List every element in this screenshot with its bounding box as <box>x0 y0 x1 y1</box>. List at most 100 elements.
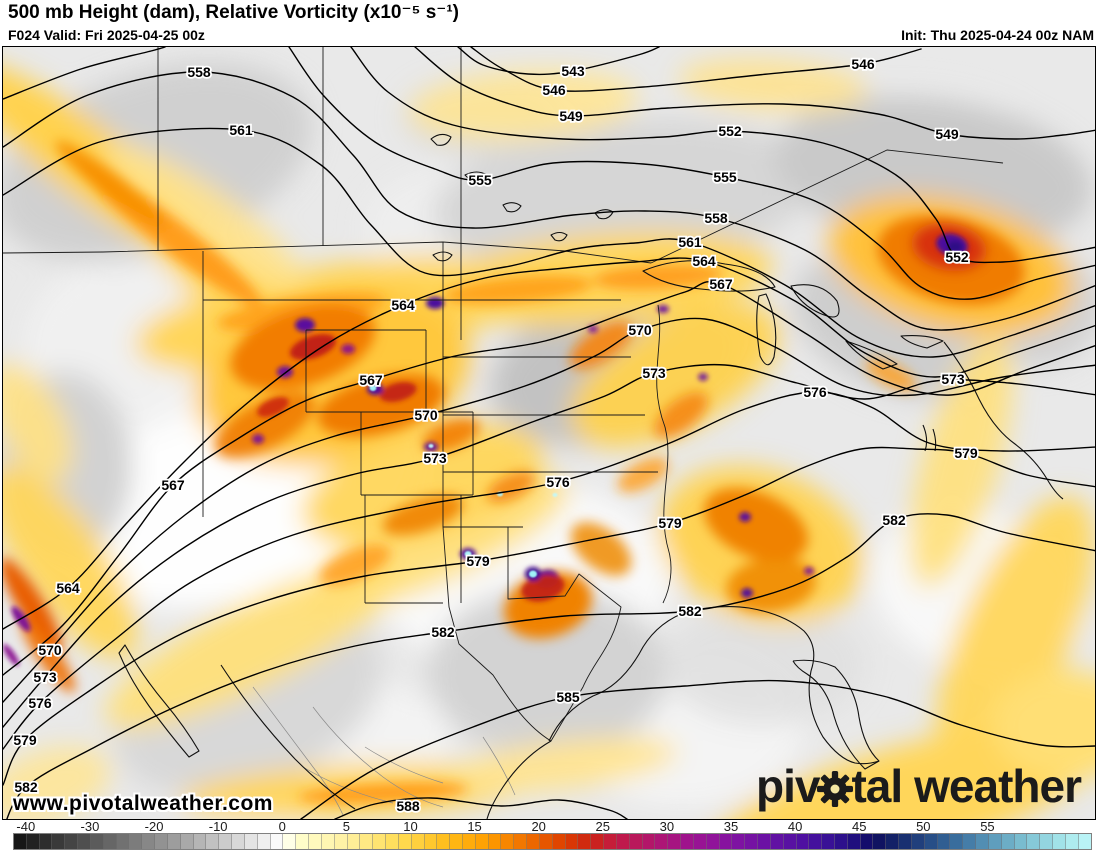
coastlines-lakes <box>118 133 1064 819</box>
svg-text:585: 585 <box>556 689 580 705</box>
colorbar-cell <box>39 834 53 849</box>
svg-text:582: 582 <box>882 512 906 528</box>
colorbar-cell <box>924 834 938 849</box>
colorbar-tick: 15 <box>467 819 482 834</box>
height-contour-555 <box>288 47 1095 300</box>
svg-text:570: 570 <box>414 407 438 423</box>
colorbar-cell <box>976 834 989 849</box>
svg-text:549: 549 <box>935 126 959 142</box>
colorbar-cell <box>309 834 322 849</box>
colorbar-cell <box>539 834 553 849</box>
svg-text:558: 558 <box>187 64 211 80</box>
svg-text:573: 573 <box>33 669 57 685</box>
colorbar-cell <box>629 834 643 849</box>
watermark-url: www.pivotalweather.com <box>13 792 273 815</box>
colorbar-cell <box>886 834 900 849</box>
mexico-state-borders <box>252 686 516 816</box>
colorbar-cell <box>475 834 489 849</box>
svg-text:555: 555 <box>713 169 737 185</box>
colorbar-cell <box>296 834 310 849</box>
colorbar-tick: -20 <box>144 819 164 834</box>
svg-text:576: 576 <box>28 695 52 711</box>
state-borders <box>3 47 1004 742</box>
colorbar-tick: -40 <box>16 819 36 834</box>
colorbar-cell <box>501 834 515 849</box>
colorbar-cell <box>642 834 656 849</box>
height-contour-582 <box>6 513 1095 819</box>
colorbar-cell <box>565 834 579 849</box>
colorbar-tick: 40 <box>787 819 803 834</box>
height-contours <box>3 47 1095 819</box>
colorbar-cell <box>398 834 412 849</box>
colorbar-cell <box>129 834 143 849</box>
logo-text-piv: piv <box>755 760 820 812</box>
colorbar-cell <box>847 834 861 849</box>
svg-text:558: 558 <box>704 210 728 226</box>
svg-text:573: 573 <box>941 371 965 387</box>
colorbar-cell <box>103 834 117 849</box>
colorbar-cell <box>514 834 528 849</box>
colorbar-cell <box>783 834 797 849</box>
svg-text:555: 555 <box>468 172 492 188</box>
colorbar-cell <box>706 834 720 849</box>
svg-text:567: 567 <box>359 372 383 388</box>
svg-text:543: 543 <box>561 63 585 79</box>
svg-text:549: 549 <box>559 108 583 124</box>
colorbar-cell <box>424 834 438 849</box>
height-contour-579 <box>3 446 1095 786</box>
height-contour-558 <box>3 71 1095 331</box>
colorbar-tick-labels: -40 -30 -20 -10 0 5 10 15 20 25 30 35 40 45 50 55 <box>0 819 1100 834</box>
height-contour-588 <box>334 797 628 819</box>
weather-map-canvas: 543 546 546 549 549 552 552 555 555 558 558 561 561 5… <box>2 46 1096 820</box>
colorbar-cell <box>655 834 669 849</box>
vorticity-colorbar: -40 -30 -20 -10 0 5 10 15 20 25 30 35 40 45 50 55 <box>0 819 1100 850</box>
colorbar-cell <box>450 834 463 849</box>
colorbar-cell <box>1027 834 1041 849</box>
colorbar-tick: 55 <box>980 819 995 834</box>
colorbar-tick: 50 <box>916 819 931 834</box>
svg-text:567: 567 <box>709 276 733 292</box>
colorbar-cell <box>167 834 181 849</box>
colorbar-cell <box>90 834 104 849</box>
gear-icon <box>817 771 854 807</box>
svg-text:579: 579 <box>466 553 490 569</box>
colorbar-cell <box>552 834 566 849</box>
svg-text:546: 546 <box>851 56 875 72</box>
svg-text:552: 552 <box>718 123 742 139</box>
logo-text-tal: tal <box>851 760 903 812</box>
colorbar-tick: 25 <box>595 819 611 834</box>
colorbar-cell <box>693 834 707 849</box>
colorbar-cell <box>270 834 284 849</box>
colorbar-cell <box>835 834 848 849</box>
colorbar-cell <box>488 834 502 849</box>
svg-text:576: 576 <box>803 384 827 400</box>
colorbar-cell <box>1065 834 1079 849</box>
colorbar-cell <box>796 834 810 849</box>
colorbar-cell <box>732 834 746 849</box>
svg-text:573: 573 <box>642 365 666 381</box>
height-contour-573 <box>3 363 1095 728</box>
colorbar-cell <box>527 834 540 849</box>
colorbar-cell <box>758 834 771 849</box>
svg-text:561: 561 <box>229 122 253 138</box>
colorbar-cell <box>257 834 271 849</box>
height-contour-549 <box>414 47 1095 140</box>
colorbar-cell <box>78 834 91 849</box>
svg-text:579: 579 <box>954 445 978 461</box>
colorbar-cell <box>809 834 823 849</box>
colorbar-cell <box>1053 834 1066 849</box>
height-contour-561 <box>3 127 1095 358</box>
height-contour-564 <box>3 257 1095 630</box>
svg-text:564: 564 <box>56 580 80 596</box>
height-contour-567 <box>3 281 1095 676</box>
height-contour-585 <box>300 679 1095 819</box>
colorbar-cell <box>219 834 233 849</box>
height-contour-552 <box>350 47 1095 264</box>
colorbar-cell <box>244 834 258 849</box>
colorbar-cell <box>1040 834 1054 849</box>
colorbar-tick: 45 <box>851 819 867 834</box>
logo-text-weather: weather <box>914 760 1082 812</box>
